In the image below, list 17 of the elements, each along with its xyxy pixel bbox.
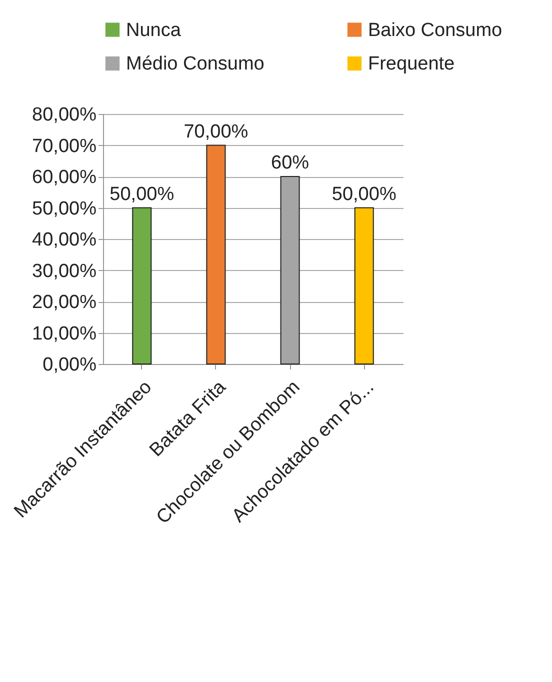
legend-label: Médio Consumo bbox=[126, 54, 264, 74]
y-tick-label: 70,00% bbox=[32, 136, 97, 157]
y-tick-label: 30,00% bbox=[32, 260, 97, 282]
legend-label: Nunca bbox=[126, 20, 182, 41]
data-label: 70,00% bbox=[184, 121, 248, 142]
legend-label: Baixo Consumo bbox=[368, 20, 502, 41]
y-tick-label: 10,00% bbox=[32, 323, 97, 344]
data-label: 50,00% bbox=[110, 184, 174, 205]
y-tick-label: 0,00% bbox=[42, 354, 97, 376]
y-tick-label: 50,00% bbox=[32, 198, 97, 220]
legend-label: Frequente bbox=[368, 54, 455, 74]
y-tick-label: 80,00% bbox=[32, 104, 97, 126]
y-tick-label: 60,00% bbox=[32, 167, 97, 188]
data-label: 60% bbox=[271, 152, 310, 174]
data-label: 50,00% bbox=[332, 184, 396, 205]
y-tick-label: 40,00% bbox=[32, 230, 97, 250]
y-tick-label: 20,00% bbox=[32, 292, 97, 313]
